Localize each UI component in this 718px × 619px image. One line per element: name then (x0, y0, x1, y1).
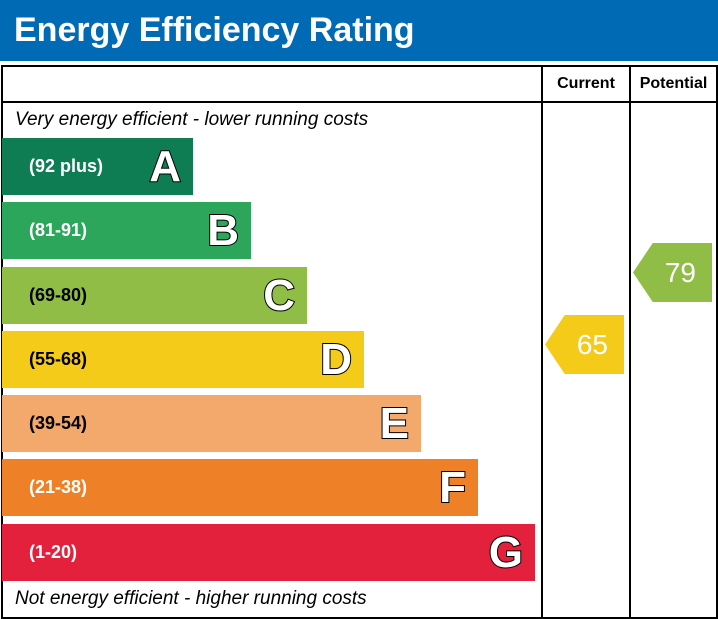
band-letter: E (379, 398, 410, 449)
column-header-potential: Potential (639, 75, 708, 92)
band-range: (81-91) (29, 220, 88, 240)
band-range: (21-38) (29, 477, 88, 497)
band-range: (1-20) (29, 542, 78, 562)
band-bar-g: (1-20) G (2, 524, 535, 581)
band-letter: A (148, 141, 182, 192)
column-header-current: Current (557, 75, 615, 92)
band-bar-b: (81-91) B (2, 202, 251, 259)
band-range: (92 plus) (29, 156, 104, 176)
band-range: (69-80) (29, 285, 88, 305)
band-bar-f: (21-38) F (2, 459, 478, 516)
band-letter: C (262, 270, 296, 321)
potential-rating-value: 79 (664, 257, 696, 288)
top-note: Very energy efficient - lower running co… (15, 109, 369, 130)
band-bar-d: (55-68) D (2, 331, 364, 388)
band-letter: D (319, 334, 353, 385)
current-rating-arrow: 65 (545, 315, 624, 374)
divider (1, 101, 718, 103)
band-letter: B (206, 205, 240, 256)
divider (541, 65, 543, 619)
divider (629, 65, 631, 619)
potential-rating-arrow: 79 (633, 243, 712, 302)
band-letter: G (488, 527, 524, 578)
band-bar-e: (39-54) E (2, 395, 421, 452)
band-letter: F (438, 462, 467, 513)
band-bar-a: (92 plus) A (2, 138, 193, 195)
band-range: (39-54) (29, 413, 88, 433)
current-rating-value: 65 (576, 329, 608, 360)
band-bar-c: (69-80) C (2, 267, 307, 324)
chart-title: Energy Efficiency Rating (0, 0, 718, 61)
band-range: (55-68) (29, 349, 88, 369)
bottom-note: Not energy efficient - higher running co… (15, 588, 367, 609)
